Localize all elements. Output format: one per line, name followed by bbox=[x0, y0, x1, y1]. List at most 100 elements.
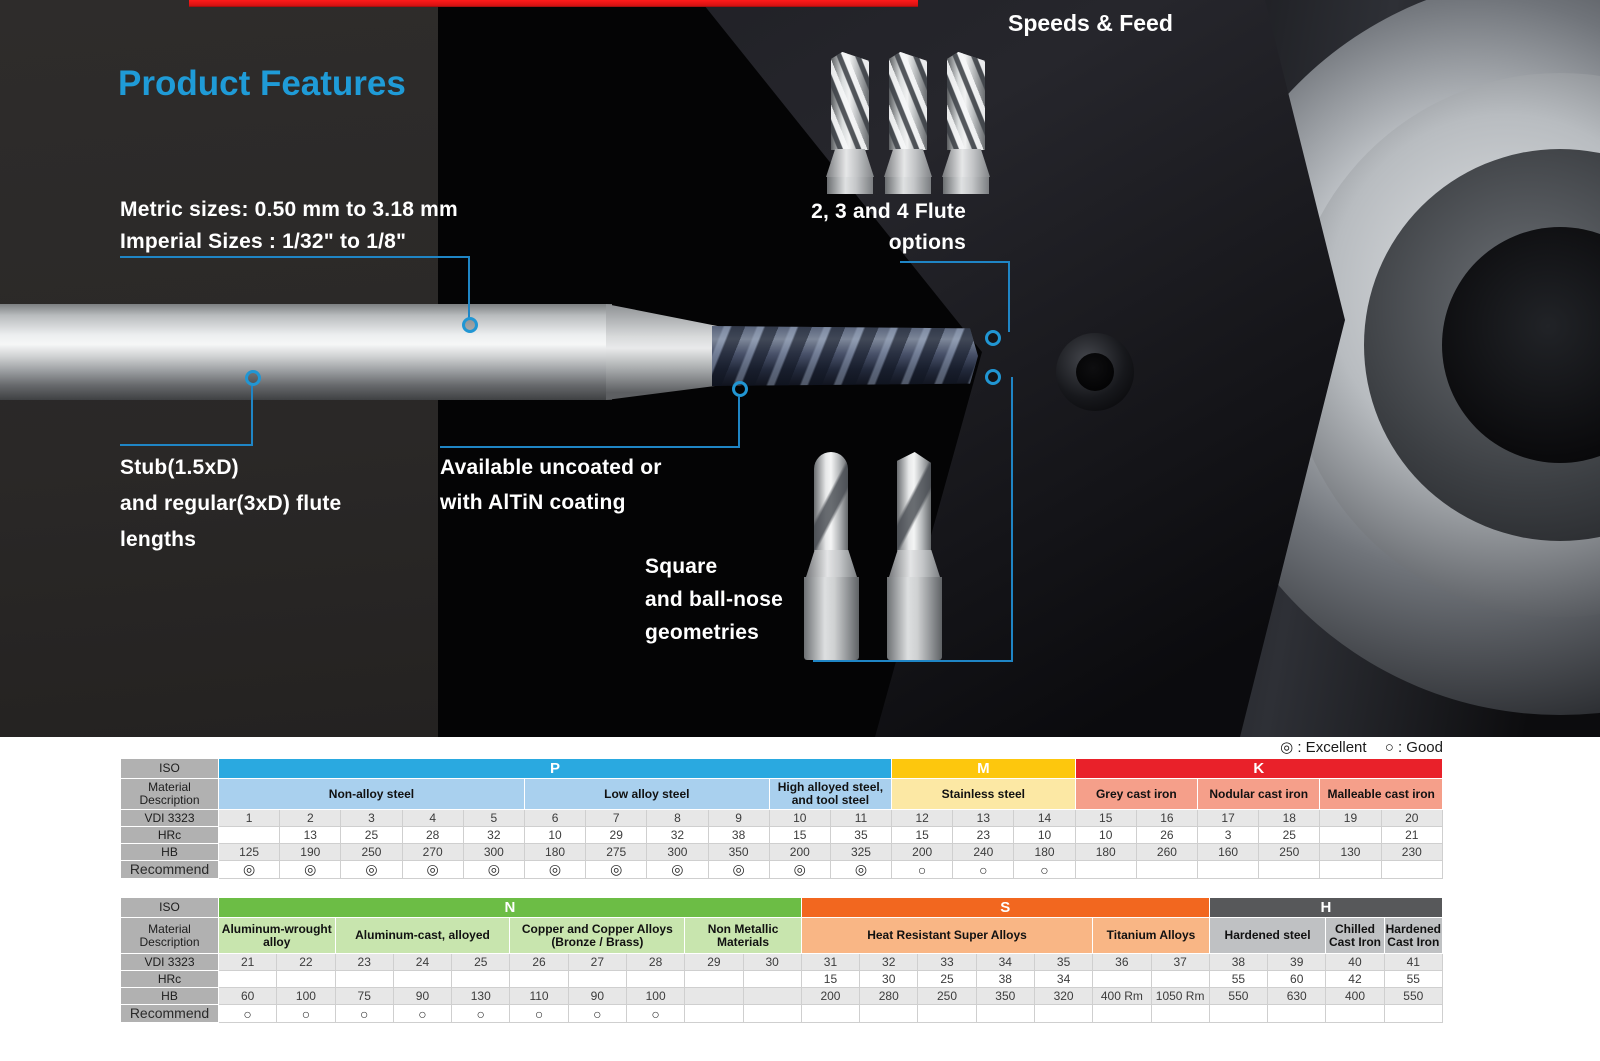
recommend-value: ○ bbox=[217, 1004, 278, 1023]
vdi-value: 32 bbox=[859, 953, 919, 971]
hrc-value: 29 bbox=[585, 826, 648, 844]
hrc-value bbox=[334, 970, 394, 988]
vdi-value: 37 bbox=[1150, 953, 1210, 971]
end-mill-shank-image bbox=[0, 304, 612, 400]
vdi-value: 34 bbox=[975, 953, 1035, 971]
recommend-value bbox=[1267, 1004, 1327, 1023]
feature-geometries: Square and ball-nose geometries bbox=[645, 550, 783, 649]
callout-marker bbox=[985, 369, 1001, 385]
hb-value: 90 bbox=[567, 987, 627, 1005]
iso-class-K: K bbox=[1074, 758, 1444, 779]
shoulder-section bbox=[942, 149, 990, 177]
recommend-value bbox=[742, 1004, 802, 1023]
vdi-value: 15 bbox=[1074, 809, 1137, 827]
hb-value: 325 bbox=[829, 843, 893, 861]
callout-line bbox=[738, 397, 740, 446]
recommend-value bbox=[800, 1004, 861, 1023]
end-mill-coated-head-image bbox=[712, 326, 978, 386]
vdi-value: 23 bbox=[334, 953, 394, 971]
end-mill-2-flute-image bbox=[826, 52, 874, 194]
callout-marker bbox=[462, 317, 478, 333]
hrc-value bbox=[1319, 826, 1382, 844]
red-accent-bar bbox=[189, 0, 918, 7]
feature-flute-lengths: Stub(1.5xD) and regular(3xD) flute lengt… bbox=[120, 450, 341, 558]
hb-value bbox=[742, 987, 802, 1005]
hrc-value: 28 bbox=[401, 826, 464, 844]
hrc-value bbox=[509, 970, 569, 988]
hrc-value: 15 bbox=[768, 826, 831, 844]
hb-value: 350 bbox=[707, 843, 770, 861]
row-label: Material Description bbox=[120, 778, 219, 810]
recommend-value: ◎ bbox=[462, 860, 525, 879]
hrc-value bbox=[276, 970, 336, 988]
recommend-value: ○ bbox=[567, 1004, 627, 1023]
hb-value bbox=[684, 987, 744, 1005]
recommend-value: ○ bbox=[334, 1004, 394, 1023]
material-group: Aluminum-wrought alloy bbox=[218, 917, 336, 954]
hb-value: 350 bbox=[975, 987, 1035, 1005]
vdi-value: 8 bbox=[646, 809, 709, 827]
callout-line bbox=[440, 446, 740, 448]
hb-value: 130 bbox=[451, 987, 511, 1005]
feature-coating: Available uncoated or with AlTiN coating bbox=[440, 450, 662, 520]
hb-value: 190 bbox=[279, 843, 342, 861]
recommend-value bbox=[684, 1004, 744, 1023]
hb-value: 320 bbox=[1033, 987, 1094, 1005]
row-label: HB bbox=[120, 843, 219, 861]
recommend-value: ○ bbox=[392, 1004, 453, 1023]
material-group: Stainless steel bbox=[891, 778, 1076, 810]
vdi-value: 19 bbox=[1319, 809, 1382, 827]
callout-line bbox=[1008, 261, 1010, 332]
hrc-value: 26 bbox=[1135, 826, 1199, 844]
hb-value: 130 bbox=[1319, 843, 1382, 861]
feature-line: Available uncoated or bbox=[440, 456, 662, 479]
recommend-value: ○ bbox=[276, 1004, 336, 1023]
vdi-value: 24 bbox=[392, 953, 453, 971]
feature-line: lengths bbox=[120, 528, 197, 551]
recommend-value: ○ bbox=[1013, 860, 1076, 879]
speeds-feed-label: Speeds & Feed bbox=[1008, 10, 1173, 36]
hrc-value: 3 bbox=[1196, 826, 1260, 844]
hrc-value: 10 bbox=[1074, 826, 1137, 844]
hb-value: 250 bbox=[340, 843, 403, 861]
vdi-value: 16 bbox=[1135, 809, 1199, 827]
material-table-2: ISO N S H Material Description Aluminum-wroug… bbox=[120, 897, 1444, 1023]
vdi-value: 35 bbox=[1033, 953, 1094, 971]
recommend-value: ○ bbox=[451, 1004, 511, 1023]
hrc-value: 32 bbox=[462, 826, 525, 844]
feature-line: Square bbox=[645, 555, 718, 578]
callout-line bbox=[251, 386, 253, 444]
hrc-value bbox=[392, 970, 453, 988]
hrc-value: 10 bbox=[1013, 826, 1076, 844]
hrc-value: 25 bbox=[1258, 826, 1321, 844]
material-group: Copper and Copper Alloys (Bronze / Brass… bbox=[509, 917, 686, 954]
hb-value: 300 bbox=[462, 843, 525, 861]
feature-line: 2, 3 and 4 Flute bbox=[811, 200, 966, 223]
hb-value: 230 bbox=[1380, 843, 1444, 861]
recommend-value: ◎ bbox=[829, 860, 893, 879]
hrc-value: 25 bbox=[917, 970, 977, 988]
callout-line bbox=[813, 660, 1013, 662]
vdi-value: 22 bbox=[276, 953, 336, 971]
hb-value: 270 bbox=[401, 843, 464, 861]
hrc-value: 15 bbox=[891, 826, 954, 844]
feature-line: and regular(3xD) flute bbox=[120, 492, 342, 515]
hrc-value: 35 bbox=[829, 826, 893, 844]
hrc-value bbox=[451, 970, 511, 988]
hb-value: 125 bbox=[217, 843, 281, 861]
iso-class-P: P bbox=[217, 758, 893, 779]
hrc-value bbox=[742, 970, 802, 988]
legend-excellent: ◎ : Excellent bbox=[1280, 739, 1367, 756]
row-label: ISO bbox=[120, 758, 219, 779]
recommend-value: ○ bbox=[509, 1004, 569, 1023]
vdi-value: 3 bbox=[340, 809, 403, 827]
vdi-value: 30 bbox=[742, 953, 802, 971]
flute-section bbox=[897, 452, 931, 551]
row-label: Material Description bbox=[120, 917, 219, 954]
material-group: High alloyed steel, and tool steel bbox=[768, 778, 893, 810]
hb-value: 180 bbox=[523, 843, 587, 861]
material-group: Titanium Alloys bbox=[1092, 917, 1210, 954]
recommend-value: ◎ bbox=[279, 860, 342, 879]
recommend-value bbox=[1092, 1004, 1152, 1023]
